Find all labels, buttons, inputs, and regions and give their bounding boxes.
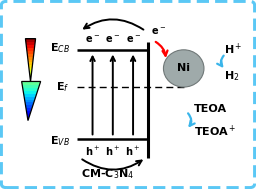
Polygon shape — [17, 74, 45, 77]
Text: h$^+$: h$^+$ — [85, 145, 100, 158]
Polygon shape — [17, 85, 45, 88]
Text: h$^+$: h$^+$ — [125, 145, 141, 158]
Polygon shape — [17, 105, 45, 108]
Polygon shape — [17, 100, 45, 102]
Text: CM-C$_3$N$_4$: CM-C$_3$N$_4$ — [81, 168, 134, 181]
Text: E$_{CB}$: E$_{CB}$ — [50, 41, 70, 55]
Polygon shape — [17, 91, 45, 94]
Polygon shape — [17, 120, 45, 122]
Text: H$^+$: H$^+$ — [224, 42, 243, 57]
Polygon shape — [17, 57, 45, 60]
Text: TEOA$^+$: TEOA$^+$ — [194, 124, 236, 139]
Polygon shape — [17, 97, 45, 100]
Polygon shape — [17, 40, 45, 43]
FancyArrowPatch shape — [156, 42, 167, 56]
Polygon shape — [17, 114, 45, 117]
Polygon shape — [17, 63, 45, 65]
Text: e$^-$: e$^-$ — [125, 34, 141, 45]
Polygon shape — [17, 68, 45, 71]
Polygon shape — [17, 37, 45, 40]
Polygon shape — [17, 65, 45, 68]
Ellipse shape — [163, 50, 204, 87]
Polygon shape — [17, 51, 45, 54]
Text: Ni: Ni — [177, 64, 190, 74]
Polygon shape — [17, 45, 45, 48]
Text: E$_{VB}$: E$_{VB}$ — [50, 134, 70, 148]
FancyArrowPatch shape — [188, 113, 195, 126]
Polygon shape — [17, 77, 45, 80]
Polygon shape — [17, 54, 45, 57]
Polygon shape — [17, 80, 45, 82]
Text: e$^-$: e$^-$ — [85, 34, 100, 45]
Text: e$^-$: e$^-$ — [105, 34, 120, 45]
Text: TEOA: TEOA — [194, 104, 227, 114]
Polygon shape — [17, 94, 45, 97]
Text: e$^-$: e$^-$ — [151, 26, 166, 37]
Polygon shape — [17, 60, 45, 63]
Polygon shape — [17, 43, 45, 45]
FancyArrowPatch shape — [82, 159, 142, 170]
Polygon shape — [17, 88, 45, 91]
Polygon shape — [17, 82, 45, 85]
FancyArrowPatch shape — [217, 56, 224, 66]
Polygon shape — [17, 102, 45, 105]
Text: h$^+$: h$^+$ — [105, 145, 120, 158]
Polygon shape — [17, 117, 45, 120]
FancyArrowPatch shape — [84, 19, 143, 30]
Text: E$_f$: E$_f$ — [56, 80, 70, 94]
Polygon shape — [17, 48, 45, 51]
PathPatch shape — [22, 39, 41, 121]
Polygon shape — [17, 71, 45, 74]
Polygon shape — [17, 111, 45, 114]
Text: H$_2$: H$_2$ — [224, 69, 240, 83]
Polygon shape — [17, 108, 45, 111]
